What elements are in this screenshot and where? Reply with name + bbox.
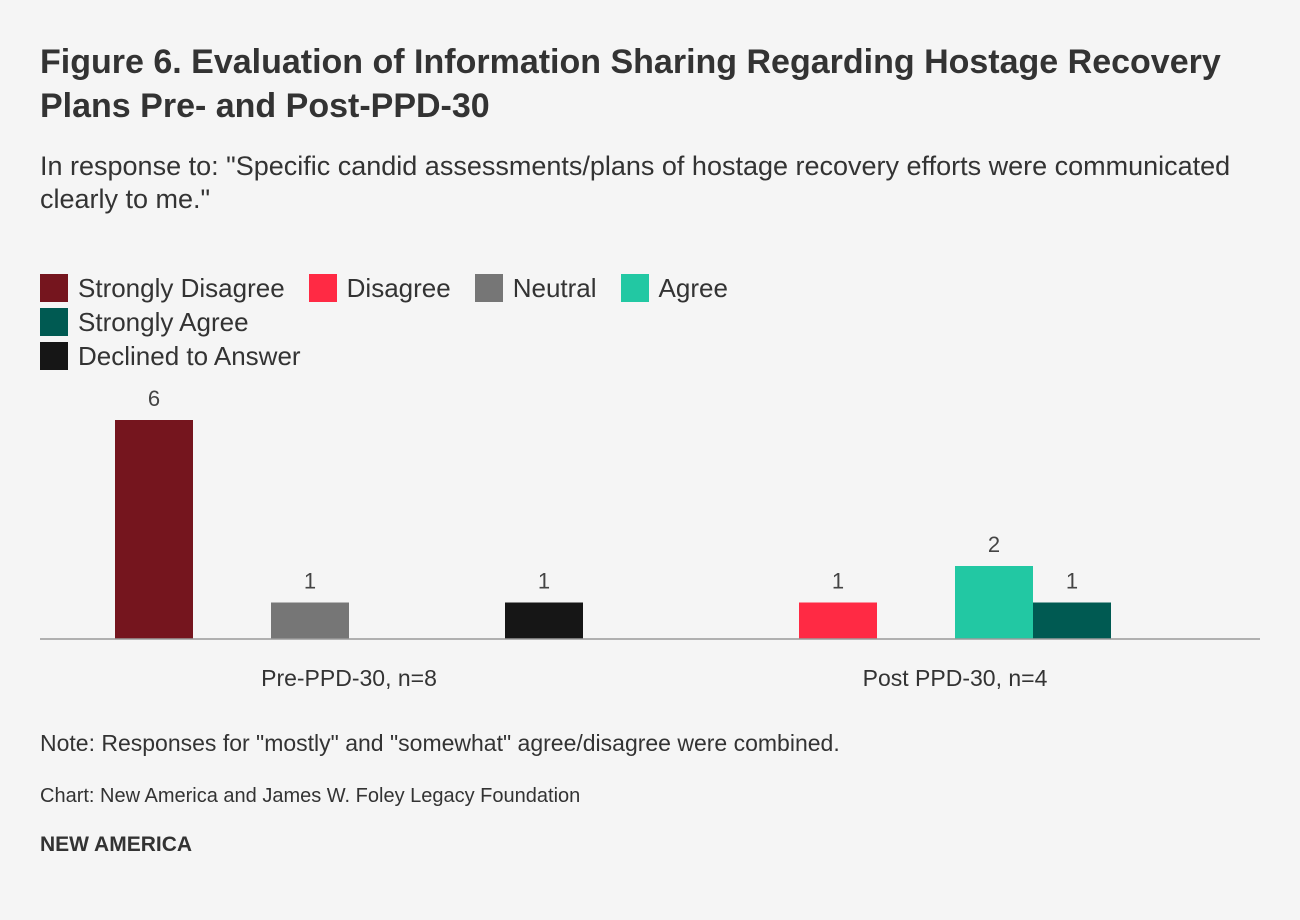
bar [271,602,349,639]
chart-note: Note: Responses for "mostly" and "somewh… [40,730,840,756]
legend-item: Strongly Agree [40,306,249,337]
data-label: 1 [304,569,316,594]
data-label: 6 [148,386,160,411]
chart-title: Figure 6. Evaluation of Information Shar… [40,43,1221,125]
bar [1033,602,1111,639]
legend-label: Agree [658,272,728,303]
data-label: 2 [988,532,1000,557]
chart-source: Chart: New America and James W. Foley Le… [40,785,581,807]
brand-logo: NEW AMERICA [40,833,193,856]
legend-label: Strongly Disagree [78,272,285,303]
legend-item: Strongly Disagree [40,272,285,303]
x-tick-label: Pre-PPD-30, n=8 [261,665,437,691]
legend: Strongly Disagree Disagree Neutral Agree Str… [40,272,1260,371]
legend-item: Declined to Answer [40,340,301,371]
legend-item: Disagree [308,272,451,303]
legend-swatch [40,308,68,336]
bar [955,566,1033,639]
legend-item: Neutral [474,272,597,303]
legend-item: Agree [620,272,728,303]
legend-label: Disagree [346,272,451,303]
legend-label: Neutral [512,272,597,303]
legend-swatch [40,274,68,302]
legend-swatch [474,274,503,302]
bar [799,602,877,639]
legend-label: Declined to Answer [78,340,301,371]
bar [115,420,193,639]
data-label: 1 [832,569,844,594]
legend-swatch [40,342,68,370]
legend-label: Strongly Agree [78,306,249,337]
legend-swatch [620,274,649,302]
bar [505,602,583,639]
x-tick-label: Post PPD-30, n=4 [863,665,1048,691]
chart-subtitle: In response to: "Specific candid assessm… [40,151,1231,214]
data-label: 1 [1066,569,1078,594]
data-label: 1 [538,569,550,594]
legend-swatch [308,274,337,302]
